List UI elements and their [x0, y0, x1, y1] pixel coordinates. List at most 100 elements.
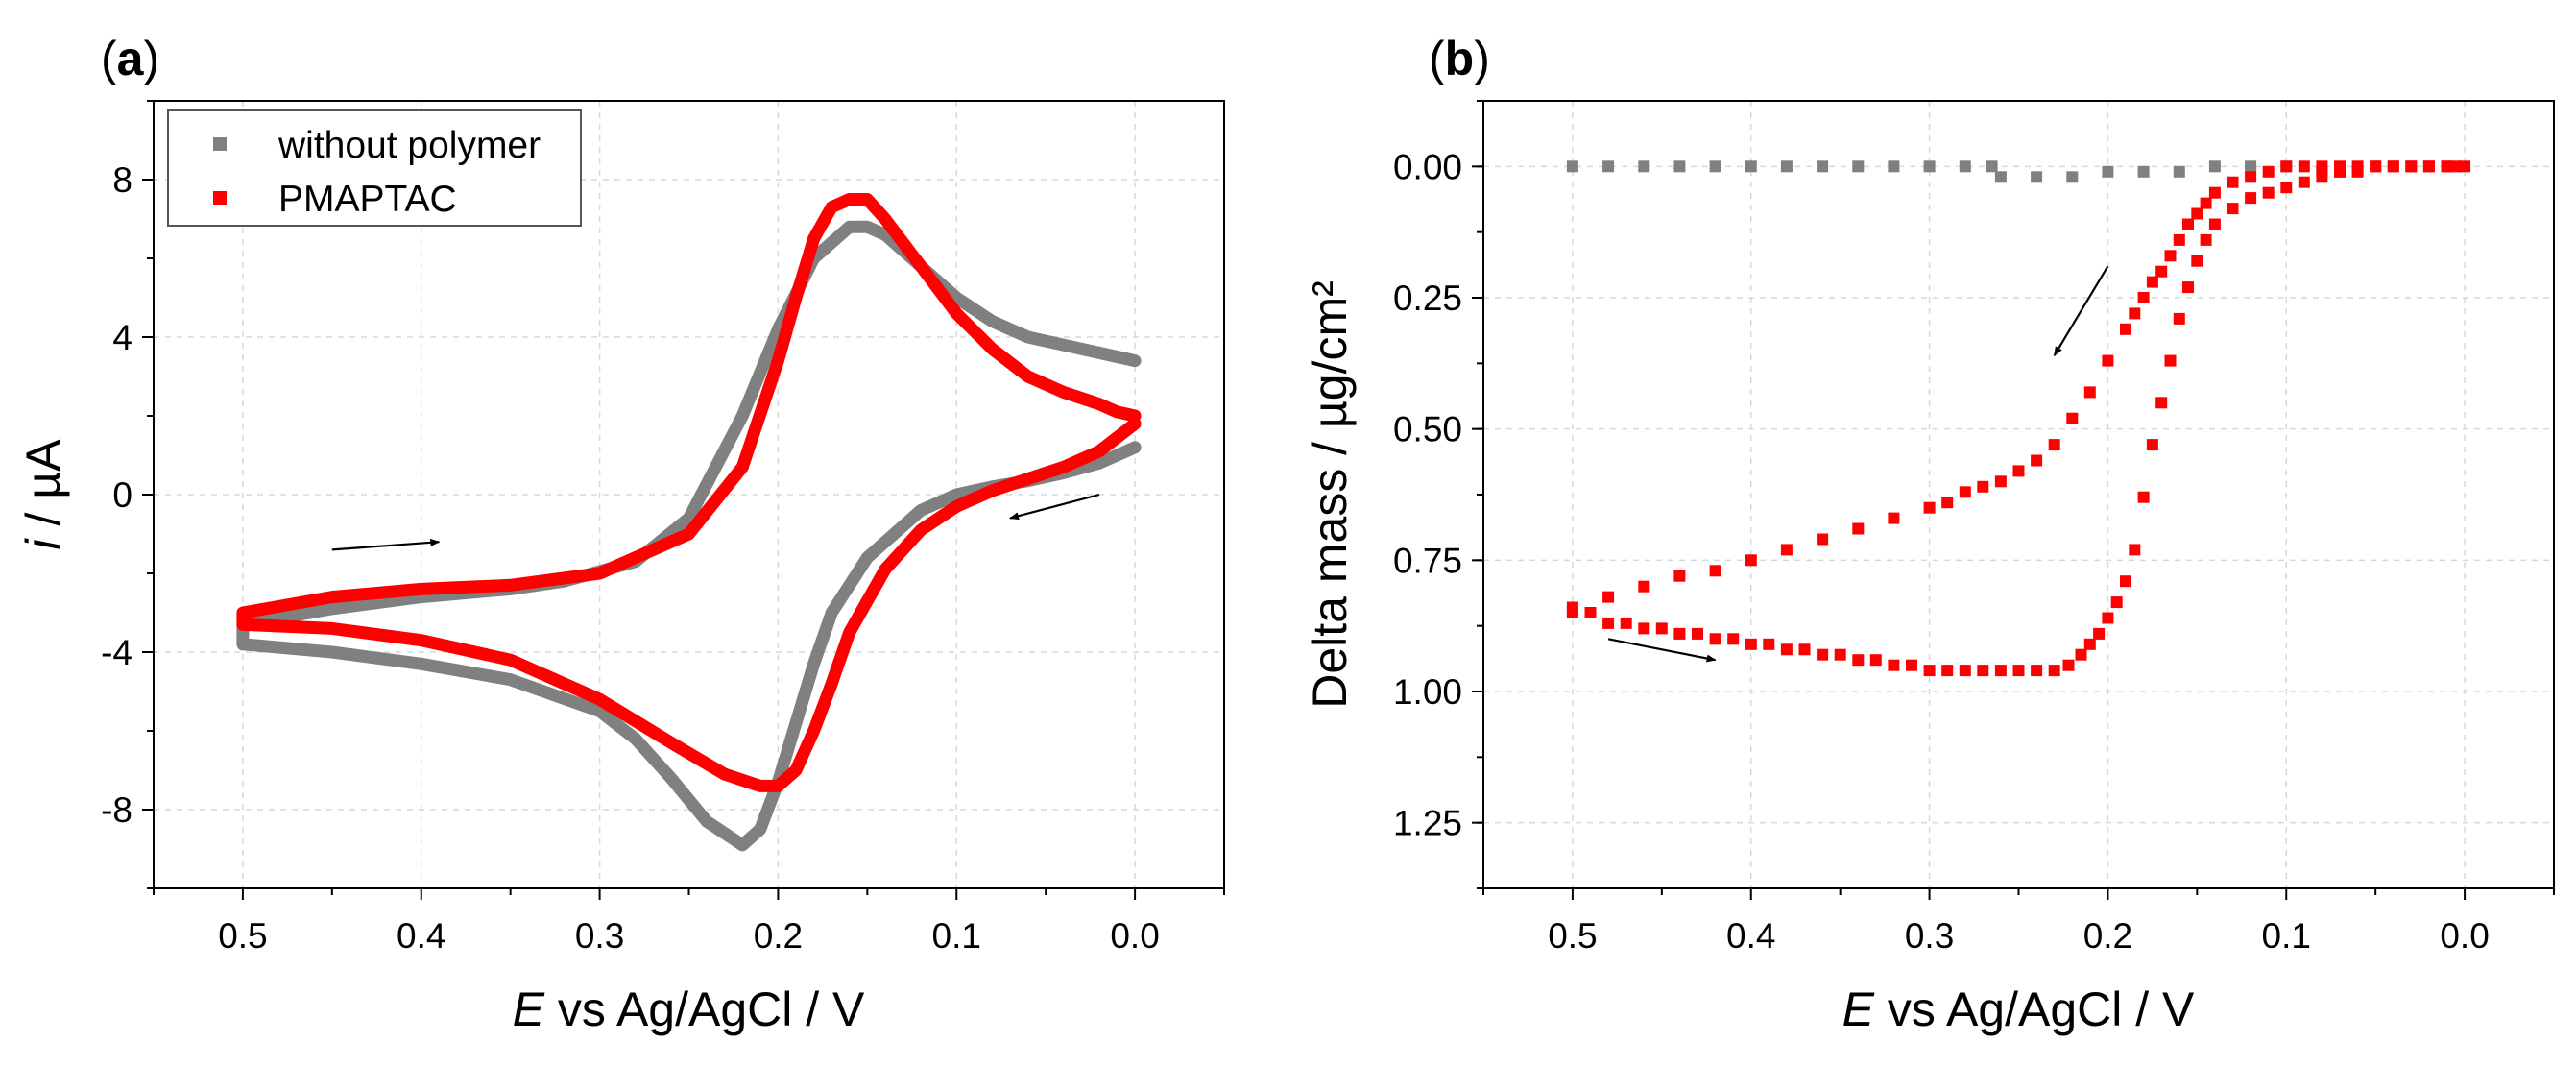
data-point-pmaptac [2191, 255, 2203, 267]
data-point-pmaptac [2387, 160, 2399, 173]
data-point-pmaptac [1745, 638, 1757, 650]
legend: without polymer PMAPTAC [167, 109, 582, 227]
data-point-without-polymer [1852, 160, 1865, 173]
data-point-without-polymer [1566, 160, 1578, 173]
data-point-pmaptac [2155, 265, 2168, 278]
data-point-without-polymer [1638, 160, 1650, 173]
data-point-without-polymer [2031, 171, 2043, 183]
data-point-pmaptac [2227, 176, 2239, 188]
data-point-without-polymer [1817, 160, 1829, 173]
data-point-pmaptac [1888, 512, 1900, 524]
legend-label-pmaptac: PMAPTAC [278, 179, 457, 220]
x-tick-label: 0.0 [1110, 916, 1159, 956]
data-point-pmaptac [2182, 281, 2194, 294]
data-point-pmaptac [2173, 233, 2185, 246]
data-point-pmaptac [2155, 397, 2168, 409]
data-point-pmaptac [1888, 659, 1900, 671]
x-tick-label: 0.1 [932, 916, 981, 956]
data-point-pmaptac [1673, 570, 1686, 582]
data-point-pmaptac [1780, 643, 1793, 656]
x-tick-label: 0.3 [1905, 916, 1954, 956]
data-point-without-polymer [2102, 165, 2114, 178]
y-tick-label: 8 [112, 160, 132, 200]
data-point-pmaptac [1941, 497, 1954, 509]
data-point-pmaptac [2208, 218, 2221, 230]
data-point-pmaptac [2208, 186, 2221, 199]
x-tick-label: 0.4 [397, 916, 445, 956]
data-point-without-polymer [2066, 171, 2079, 183]
data-point-without-polymer [1602, 160, 1615, 173]
data-point-pmaptac [1906, 659, 1917, 671]
data-point-pmaptac [2200, 233, 2212, 246]
data-point-pmaptac [1763, 638, 1775, 650]
data-point-pmaptac [2048, 665, 2060, 677]
data-point-pmaptac [2102, 612, 2114, 624]
y-tick-label: 1.25 [1393, 804, 1462, 843]
data-point-pmaptac [1941, 665, 1954, 677]
data-point-pmaptac [2173, 312, 2185, 325]
scan-direction-arrow [331, 538, 441, 551]
y-tick-label: 1.00 [1393, 672, 1462, 712]
data-point-pmaptac [1655, 622, 1668, 635]
data-point-pmaptac [1602, 591, 1615, 603]
data-point-pmaptac [1709, 633, 1721, 645]
data-point-pmaptac [2137, 292, 2150, 303]
data-point-pmaptac [2083, 638, 2096, 650]
data-point-pmaptac [1852, 654, 1865, 667]
legend-marker-without-polymer [213, 137, 227, 151]
panel-a-x-axis-title: E vs Ag/AgCl / V [513, 982, 865, 1036]
panel-a-y-axis-title: i / µA [16, 439, 70, 550]
data-point-pmaptac [1977, 665, 1989, 677]
data-point-pmaptac [1727, 633, 1740, 645]
data-point-pmaptac [1620, 617, 1632, 629]
data-point-pmaptac [2298, 176, 2310, 188]
data-point-pmaptac [2441, 160, 2453, 173]
data-point-without-polymer [2208, 160, 2221, 173]
data-point-pmaptac [2062, 659, 2075, 671]
y-tick-label: -4 [101, 633, 132, 672]
data-point-pmaptac [1780, 544, 1793, 556]
data-point-pmaptac [2449, 160, 2462, 173]
data-point-pmaptac [2245, 171, 2257, 183]
panel-b-chart: (b) 0.5 0.4 0.3 0.2 0.1 0.0 0.00 0.25 0.50 0.75 1.… [1303, 32, 2555, 1036]
panel-a-ticks: 0.5 0.4 0.3 0.2 0.1 0.0 -8 -4 0 4 8 [101, 100, 1225, 956]
data-point-pmaptac [2031, 454, 2043, 467]
legend-label-without-polymer: without polymer [277, 125, 541, 166]
data-point-pmaptac [2227, 203, 2239, 215]
data-point-pmaptac [2262, 165, 2275, 178]
panel-b-series [1566, 160, 2471, 677]
x-tick-label: 0.3 [575, 916, 624, 956]
data-point-pmaptac [2370, 160, 2382, 173]
x-tick-label: 0.2 [2083, 916, 2132, 956]
data-point-pmaptac [2129, 307, 2141, 320]
data-point-pmaptac [2316, 171, 2328, 183]
data-point-pmaptac [2280, 160, 2293, 173]
data-point-pmaptac [2191, 207, 2203, 220]
panel-a-arrows [331, 493, 1100, 551]
data-point-pmaptac [2066, 412, 2079, 424]
data-point-pmaptac [1673, 627, 1686, 640]
data-point-pmaptac [2164, 250, 2177, 262]
x-tick-label: 0.0 [2440, 916, 2489, 956]
data-point-pmaptac [2120, 323, 2131, 335]
data-point-without-polymer [1959, 160, 1971, 173]
data-point-without-polymer [1923, 160, 1936, 173]
scan-direction-arrow [1009, 493, 1100, 521]
data-point-pmaptac [1817, 648, 1829, 661]
data-point-pmaptac [1852, 522, 1865, 535]
data-point-without-polymer [2137, 165, 2150, 178]
y-tick-label: 0.75 [1393, 541, 1462, 580]
data-point-pmaptac [1994, 475, 2007, 488]
data-point-pmaptac [2280, 182, 2293, 194]
data-point-pmaptac [2083, 386, 2096, 399]
data-point-pmaptac [2422, 160, 2435, 173]
data-point-pmaptac [1566, 601, 1578, 614]
panel-a-series [236, 193, 1142, 852]
data-point-pmaptac [2012, 665, 2025, 677]
data-point-without-polymer [1780, 160, 1793, 173]
data-point-pmaptac [1834, 648, 1846, 661]
y-tick-label: 0.00 [1393, 147, 1462, 186]
data-point-without-polymer [1709, 160, 1721, 173]
data-point-pmaptac [1638, 580, 1650, 593]
data-point-pmaptac [2316, 160, 2328, 173]
